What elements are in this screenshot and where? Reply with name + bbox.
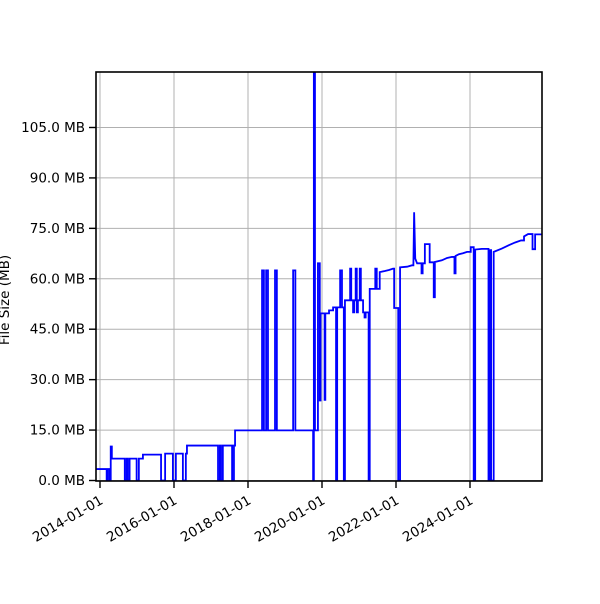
axis-ticks	[89, 126, 471, 488]
y-axis-title: File Size (MB)	[0, 255, 13, 345]
y-tick-label: 90.0 MB	[30, 170, 85, 186]
y-tick-label: 0.0 MB	[38, 473, 85, 489]
x-tick-label: 2016-01-01	[104, 493, 180, 546]
y-tick-label: 105.0 MB	[21, 120, 85, 136]
y-tick-label: 15.0 MB	[30, 423, 85, 439]
x-tick-label: 2020-01-01	[252, 493, 328, 546]
y-tick-labels: 0.0 MB 15.0 MB 30.0 MB 45.0 MB 60.0 MB 75.0 M…	[21, 120, 85, 489]
y-tick-label: 45.0 MB	[30, 322, 85, 338]
y-tick-label: 30.0 MB	[30, 372, 85, 388]
axes-spines	[95, 71, 543, 482]
x-tick-label: 2014-01-01	[30, 493, 106, 546]
y-tick-label: 75.0 MB	[30, 221, 85, 237]
x-tick-label: 2022-01-01	[326, 493, 402, 546]
x-tick-labels: 2014-01-012016-01-012018-01-012020-01-01…	[30, 493, 476, 546]
x-tick-label: 2024-01-01	[400, 493, 476, 546]
y-tick-label: 60.0 MB	[30, 271, 85, 287]
x-tick-label: 2018-01-01	[178, 493, 254, 546]
